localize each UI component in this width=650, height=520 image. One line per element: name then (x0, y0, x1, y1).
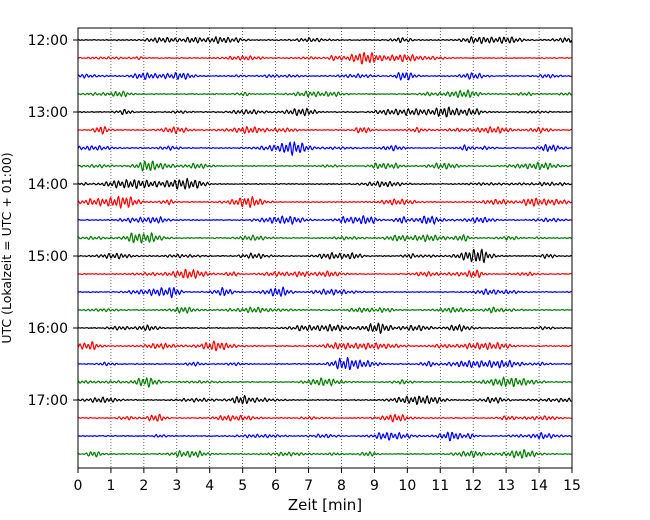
x-tick-label: 10 (398, 478, 416, 494)
seismic-trace (77, 195, 572, 209)
y-axis-label: UTC (Lokalzeit = UTC + 01:00) (0, 152, 14, 343)
seismic-trace (77, 36, 573, 45)
x-tick-label: 12 (464, 478, 482, 494)
seismic-trace (77, 141, 572, 156)
seismic-trace (77, 106, 572, 118)
seismic-trace (77, 89, 572, 99)
seismic-trace (77, 232, 572, 244)
x-tick-label: 2 (139, 478, 148, 494)
y-tick-label: 12:00 (28, 33, 68, 49)
y-tick-label: 15:00 (28, 249, 68, 265)
y-tick-label: 17:00 (28, 393, 68, 409)
seismic-trace (77, 340, 572, 352)
y-tick-label: 13:00 (28, 105, 68, 121)
seismic-trace (77, 376, 572, 388)
x-axis-ticks: 0 1 2 3 4 5 6 7 8 9 10 11 12 13 14 15 (74, 468, 581, 494)
seismic-trace (77, 413, 572, 423)
seismic-trace (77, 71, 572, 81)
seismic-trace (77, 306, 572, 314)
seismic-trace (77, 160, 572, 172)
seismic-trace (77, 177, 572, 190)
x-tick-label: 5 (238, 478, 247, 494)
x-tick-label: 6 (271, 478, 280, 494)
y-tick-label: 14:00 (28, 177, 68, 193)
seismic-trace (77, 126, 572, 135)
seismic-trace (77, 268, 572, 279)
x-tick-label: 11 (431, 478, 449, 494)
x-tick-label: 4 (205, 478, 214, 494)
x-tick-label: 14 (530, 478, 548, 494)
y-axis-ticks: 12:00 13:00 14:00 15:00 16:00 17:00 (28, 33, 78, 409)
x-gridlines (110, 28, 540, 468)
seismic-trace (77, 248, 572, 264)
x-tick-label: 7 (304, 478, 313, 494)
x-tick-label: 3 (172, 478, 181, 494)
x-tick-label: 0 (74, 478, 83, 494)
seismic-trace (77, 449, 572, 459)
seismic-trace (77, 394, 572, 406)
seismic-trace (77, 322, 572, 334)
seismic-trace (77, 356, 572, 371)
y-tick-label: 16:00 (28, 321, 68, 337)
seismic-trace (77, 51, 572, 65)
seismic-trace (77, 431, 572, 442)
x-axis-label: Zeit [min] (288, 496, 362, 514)
x-tick-label: 9 (370, 478, 379, 494)
x-tick-label: 15 (563, 478, 581, 494)
seismic-trace (77, 286, 572, 299)
plot-frame (77, 27, 573, 469)
seismic-trace (77, 215, 572, 225)
seismic-traces (77, 36, 573, 459)
x-tick-label: 1 (106, 478, 115, 494)
x-tick-label: 8 (337, 478, 346, 494)
x-tick-label: 13 (497, 478, 515, 494)
